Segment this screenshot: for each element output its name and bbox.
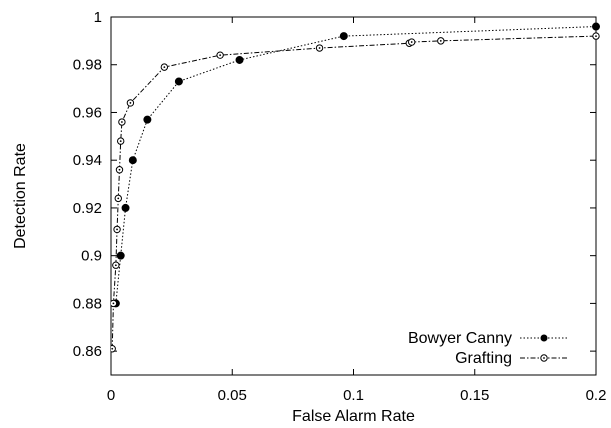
y-tick-label: 0.9: [81, 248, 102, 265]
x-tick-label: 0.2: [586, 387, 607, 404]
data-point-center-grafting: [119, 140, 122, 143]
y-tick-label: 0.92: [73, 200, 102, 217]
legend-label-bowyer-canny: Bowyer Canny: [408, 330, 512, 347]
data-point-bowyer-canny: [235, 55, 244, 64]
data-point-center-grafting: [129, 102, 132, 104]
data-point-center-grafting: [112, 302, 115, 305]
legend: Bowyer Canny Grafting: [408, 330, 568, 367]
x-tick-label: 0.15: [460, 387, 489, 404]
data-point-bowyer-canny: [592, 22, 600, 31]
data-point-center-grafting: [121, 121, 123, 123]
legend-label-grafting: Grafting: [455, 350, 512, 367]
x-tick-label: 0.1: [343, 387, 364, 404]
y-tick-label: 0.94: [73, 152, 102, 169]
data-point-bowyer-canny: [143, 115, 152, 124]
y-tick-label: 0.86: [73, 343, 102, 360]
data-point-bowyer-canny: [339, 32, 348, 41]
data-point-bowyer-canny: [128, 156, 137, 165]
data-point-grafting: [111, 345, 116, 353]
x-axis-label: False Alarm Rate: [292, 408, 415, 425]
x-tick-label: 0.05: [218, 387, 247, 404]
series-grafting: [111, 32, 600, 353]
data-point-bowyer-canny: [174, 77, 183, 86]
data-point-center-grafting: [163, 66, 166, 69]
y-tick-label: 1: [94, 9, 102, 26]
series-line-grafting: [111, 35, 597, 349]
data-point-center-grafting: [318, 47, 321, 49]
data-point-center-grafting: [111, 347, 114, 350]
series-line-bowyer-canny: [115, 26, 597, 304]
y-tick-label: 0.98: [73, 57, 102, 74]
data-point-center-grafting: [118, 168, 121, 171]
legend-marker-center-grafting: [543, 357, 545, 359]
x-tick-label: 0: [107, 387, 115, 404]
data-point-bowyer-canny: [116, 251, 125, 260]
plot-frame: [110, 16, 597, 376]
data-point-bowyer-canny: [121, 203, 130, 212]
y-axis-label: Detection Rate: [12, 143, 29, 249]
legend-marker-bowyer-canny: [540, 334, 548, 342]
data-point-center-grafting: [595, 35, 597, 37]
series-bowyer-canny: [111, 22, 600, 308]
y-tick-label: 0.96: [73, 104, 102, 121]
data-point-center-grafting: [116, 228, 118, 231]
plot-area: 0 0.05 0.1 0.15 0.2 0.86 0.88 0.9 0.92 0.94 0.96 0.…: [73, 9, 607, 404]
data-point-center-grafting: [410, 41, 413, 43]
data-point-center-grafting: [117, 197, 120, 200]
data-point-center-grafting: [439, 39, 442, 42]
data-point-center-grafting: [219, 54, 222, 57]
data-point-center-grafting: [114, 264, 117, 267]
y-tick-label: 0.88: [73, 295, 102, 312]
